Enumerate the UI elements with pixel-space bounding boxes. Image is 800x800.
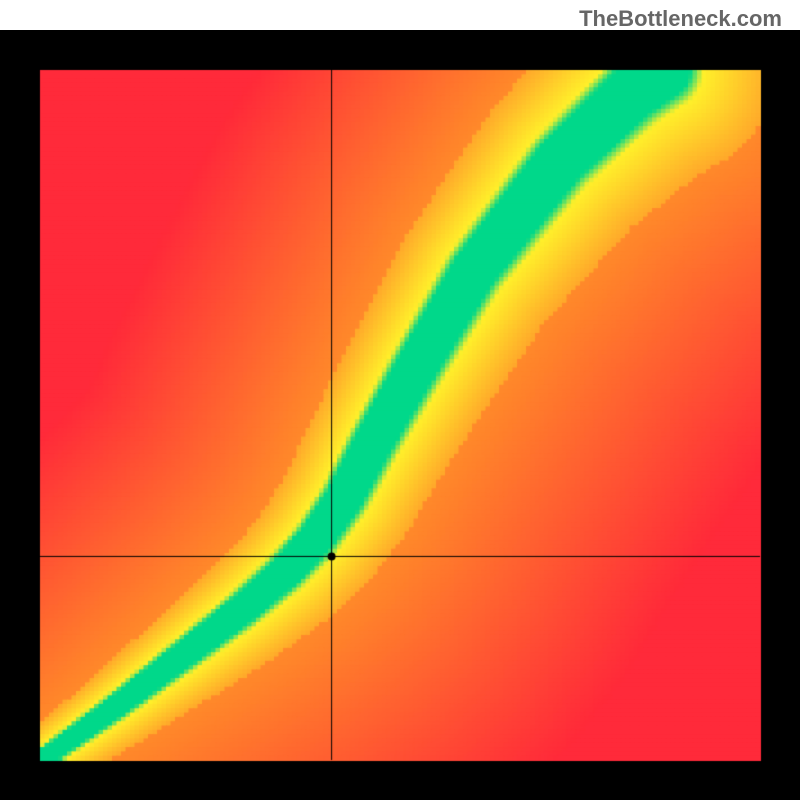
attribution-label: TheBottleneck.com — [579, 6, 782, 32]
plot-area — [0, 30, 800, 800]
heatmap-canvas — [0, 30, 800, 800]
chart-container: TheBottleneck.com — [0, 0, 800, 800]
